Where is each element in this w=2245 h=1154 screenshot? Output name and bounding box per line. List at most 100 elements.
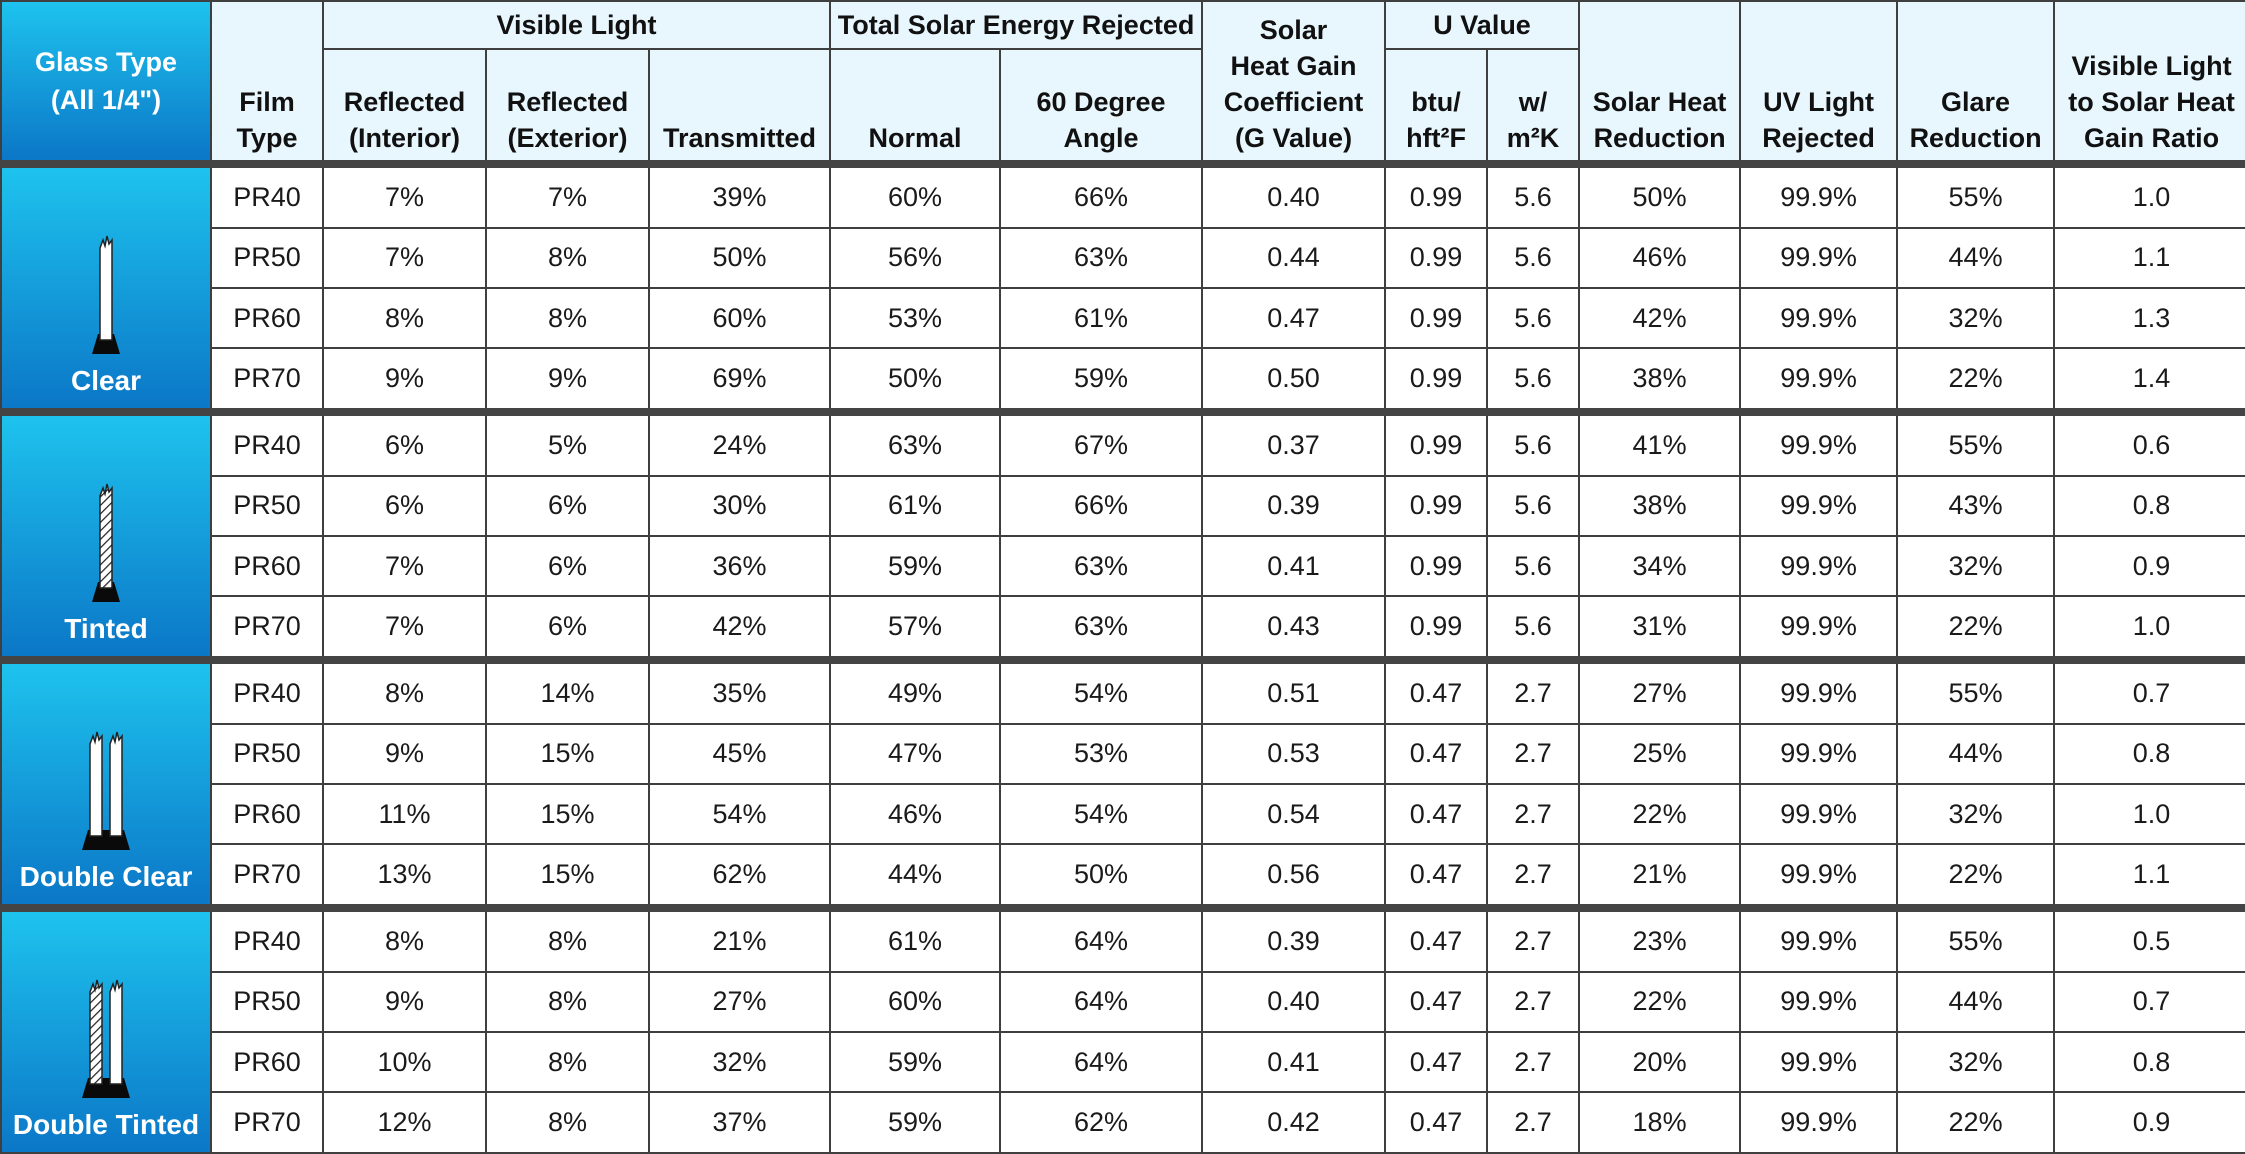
shgc-cell: 0.41 [1201, 534, 1387, 598]
glass-type-header-line1: Glass Type [34, 47, 178, 77]
uv-light-rejected-cell: 99.9% [1739, 656, 1899, 725]
tser-60-degree-cell: 53% [999, 722, 1204, 785]
vl-to-shg-ratio-cell: 0.8 [2053, 1030, 2245, 1094]
u-value-wm2k-cell: 2.7 [1486, 904, 1581, 973]
glass-type-cell: Tinted [0, 408, 212, 661]
reflected-exterior-cell: 15% [485, 722, 650, 785]
reflected-exterior-cell: 8% [485, 226, 650, 289]
single-clear-glass-icon [76, 230, 136, 364]
glass-type-label: Clear [70, 365, 142, 396]
solar-heat-reduction-cell: 25% [1578, 722, 1742, 785]
vl-to-shg-ratio-header-line1: Visible Light [2071, 51, 2232, 81]
tser-60-degree-cell: 61% [999, 286, 1204, 350]
film-type-cell: PR60 [210, 782, 324, 846]
tser-normal-cell: 63% [829, 408, 1002, 477]
tser-60-degree-cell: 63% [999, 595, 1204, 661]
shgc-cell: 0.42 [1201, 1091, 1387, 1154]
wm2k-header-line1: w/ [1518, 87, 1548, 117]
tser-60-degree-cell: 54% [999, 782, 1204, 846]
btu-header-line2: hft²F [1406, 123, 1467, 153]
table-row: Tinted PR40 6% 5% 24% 63% 67% 0.37 0.99 5.6 41% 99.… [0, 408, 2245, 661]
reflected-interior-cell: 9% [322, 970, 487, 1034]
vl-to-shg-ratio-cell: 1.0 [2053, 782, 2245, 846]
glare-reduction-cell: 44% [1896, 722, 2056, 785]
shgc-header-line3: Coefficient [1223, 87, 1364, 117]
uv-light-rejected-cell: 99.9% [1739, 904, 1899, 973]
transmitted-cell: 32% [647, 1030, 832, 1094]
double-clear-glass-icon [76, 726, 136, 860]
tser-60-degree-cell: 64% [999, 970, 1204, 1034]
wm2k-header-line2: m²K [1506, 123, 1560, 153]
total-solar-energy-rejected-header: Total Solar Energy Rejected [829, 0, 1204, 50]
tser-normal-cell: 57% [829, 595, 1002, 661]
glare-reduction-cell: 55% [1896, 160, 2056, 229]
reflected-exterior-header-line2: (Exterior) [507, 123, 628, 153]
vl-to-shg-ratio-header-line2: to Solar Heat [2068, 87, 2235, 117]
table-row: Double Tinted PR40 8% 8% 21% 61% 64% 0.39 0.47 2.… [0, 904, 2245, 1154]
transmitted-cell: 69% [647, 347, 832, 413]
tser-normal-cell: 61% [829, 904, 1002, 973]
reflected-interior-cell: 8% [322, 286, 487, 350]
shgc-cell: 0.51 [1201, 656, 1387, 725]
reflected-exterior-header: Reflected (Exterior) [485, 48, 650, 165]
tser-60-degree-cell: 66% [999, 160, 1204, 229]
table-row: PR60 7% 6% 36% 59% 63% 0.41 0.99 5.6 34% 99.9% 32% 0… [1, 534, 2245, 598]
glass-type-label: Tinted [64, 613, 148, 644]
sixty-degree-header: 60 Degree Angle [999, 48, 1204, 165]
sixty-degree-header-line2: Angle [1063, 123, 1139, 153]
table-row: Clear PR40 7% 7% 39% 60% 66% 0.40 0.99 5.6 50% 99.9… [0, 160, 2245, 413]
table-row: PR50 6% 6% 30% 61% 66% 0.39 0.99 5.6 38% 99.9% 43% 0… [1, 474, 2245, 537]
uv-light-rejected-cell: 99.9% [1739, 843, 1899, 909]
film-type-cell: PR70 [210, 843, 324, 909]
shgc-header-line2: Heat Gain [1230, 51, 1357, 81]
tser-normal-cell: 59% [829, 1091, 1002, 1154]
glare-reduction-cell: 55% [1896, 408, 2056, 477]
u-value-btu-cell: 0.47 [1384, 656, 1489, 725]
uv-light-rejected-cell: 99.9% [1739, 474, 1899, 537]
shgc-cell: 0.39 [1201, 474, 1387, 537]
shgc-header-line4: (G Value) [1235, 123, 1353, 153]
tser-normal-cell: 47% [829, 722, 1002, 785]
transmitted-cell: 35% [647, 656, 832, 725]
tser-60-degree-cell: 64% [999, 904, 1204, 973]
tser-60-degree-cell: 64% [999, 1030, 1204, 1094]
glass-type-header-line2: (All 1/4") [50, 85, 162, 115]
reflected-exterior-cell: 8% [485, 286, 650, 350]
u-value-wm2k-cell: 5.6 [1486, 595, 1581, 661]
reflected-exterior-cell: 8% [485, 904, 650, 973]
tser-60-degree-cell: 62% [999, 1091, 1204, 1154]
solar-heat-reduction-cell: 27% [1578, 656, 1742, 725]
solar-heat-reduction-cell: 41% [1578, 408, 1742, 477]
vl-to-shg-ratio-cell: 0.6 [2053, 408, 2245, 477]
solar-heat-reduction-cell: 22% [1578, 782, 1742, 846]
tser-60-degree-cell: 66% [999, 474, 1204, 537]
u-value-btu-cell: 0.99 [1384, 474, 1489, 537]
shgc-cell: 0.53 [1201, 722, 1387, 785]
reflected-interior-cell: 8% [322, 904, 487, 973]
solar-heat-reduction-cell: 34% [1578, 534, 1742, 598]
table-row: PR60 11% 15% 54% 46% 54% 0.54 0.47 2.7 22% 99.9% 32… [1, 782, 2245, 846]
u-value-btu-cell: 0.99 [1384, 286, 1489, 350]
reflected-interior-header: Reflected (Interior) [322, 48, 487, 165]
glare-reduction-cell: 32% [1896, 782, 2056, 846]
u-value-wm2k-cell: 2.7 [1486, 970, 1581, 1034]
table-row: PR70 9% 9% 69% 50% 59% 0.50 0.99 5.6 38% 99.9% 22% 1… [1, 347, 2245, 413]
glare-reduction-cell: 55% [1896, 656, 2056, 725]
tser-normal-cell: 44% [829, 843, 1002, 909]
film-type-cell: PR40 [210, 160, 324, 229]
shgc-cell: 0.50 [1201, 347, 1387, 413]
reflected-interior-cell: 8% [322, 656, 487, 725]
reflected-exterior-cell: 8% [485, 1091, 650, 1154]
solar-heat-reduction-cell: 22% [1578, 970, 1742, 1034]
spec-table-body: Clear PR40 7% 7% 39% 60% 66% 0.40 0.99 5.6 50% 99.9… [0, 160, 2245, 1154]
solar-heat-reduction-cell: 18% [1578, 1091, 1742, 1154]
sixty-degree-header-line1: 60 Degree [1036, 87, 1166, 117]
shgc-header: Solar Heat Gain Coefficient (G Value) [1201, 0, 1387, 165]
transmitted-header: Transmitted [647, 48, 832, 165]
vl-to-shg-ratio-cell: 1.1 [2053, 226, 2245, 289]
u-value-wm2k-cell: 2.7 [1486, 782, 1581, 846]
transmitted-cell: 39% [647, 160, 832, 229]
vl-to-shg-ratio-cell: 1.0 [2053, 595, 2245, 661]
double-tinted-glass-icon [76, 974, 136, 1108]
